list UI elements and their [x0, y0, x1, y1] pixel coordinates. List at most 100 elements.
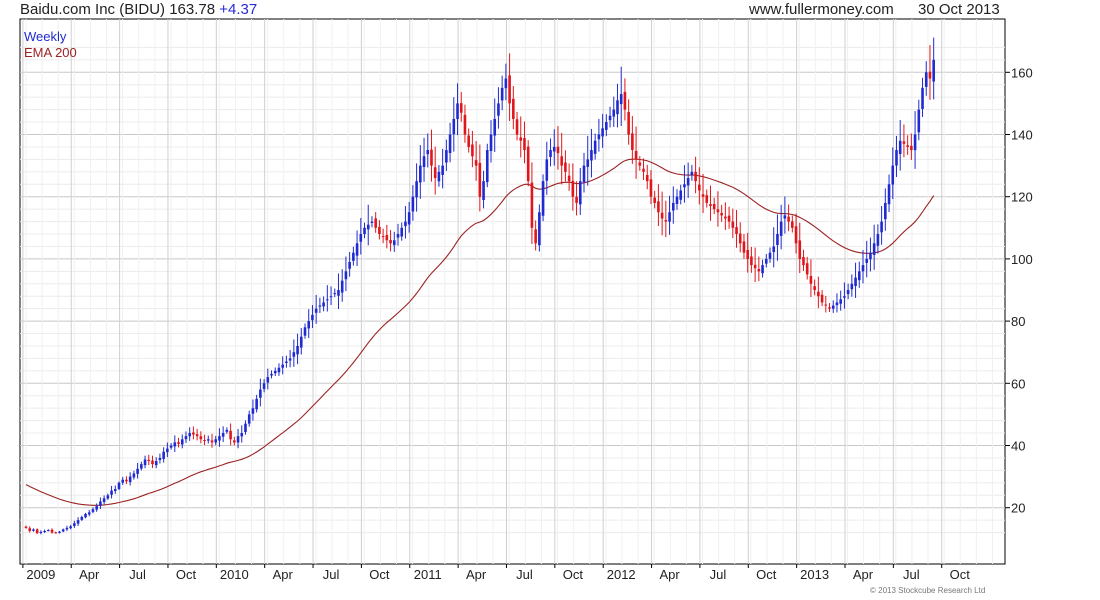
candle: [742, 234, 746, 259]
candle: [843, 282, 846, 309]
candle: [195, 428, 199, 441]
candle: [835, 293, 839, 313]
candle-body: [288, 358, 292, 361]
candle-body: [590, 150, 593, 161]
candle-body: [333, 293, 337, 295]
candle: [359, 218, 363, 255]
candle-body: [657, 201, 660, 213]
candle: [467, 128, 470, 153]
candle-body: [136, 468, 139, 474]
candle-body: [154, 461, 158, 466]
candle: [526, 140, 530, 187]
candle: [426, 133, 430, 168]
candle-body: [392, 240, 396, 246]
candle: [478, 144, 482, 212]
candle-body: [478, 162, 482, 197]
y-axis-labels: 20 40 60 80 100 120 140 160: [1005, 65, 1033, 516]
candle: [701, 173, 705, 213]
candle-body: [805, 263, 809, 275]
candle-body: [69, 526, 72, 529]
candle-body: [712, 203, 716, 210]
candle: [396, 223, 400, 246]
candle-body: [891, 165, 895, 185]
candle-body: [35, 529, 39, 534]
candle: [39, 530, 43, 535]
candle-body: [374, 218, 377, 228]
candle-body: [311, 314, 314, 321]
candle-body: [203, 440, 206, 442]
candle: [240, 425, 244, 443]
candle-body: [735, 227, 738, 235]
candle: [534, 220, 537, 251]
candle-body: [322, 302, 325, 307]
candle: [541, 174, 545, 222]
candle-body: [303, 327, 307, 336]
candle: [303, 323, 307, 339]
candle-body: [705, 195, 709, 203]
candle: [761, 259, 764, 278]
candle: [660, 191, 664, 236]
x-tick-label: Oct: [176, 567, 197, 582]
candle: [500, 75, 504, 111]
candle: [619, 66, 623, 126]
candle: [463, 104, 467, 143]
candle: [210, 433, 214, 448]
candle: [392, 231, 396, 252]
candle: [887, 174, 891, 213]
candle-body: [277, 367, 281, 373]
x-tick-label: 2009: [26, 567, 55, 582]
candle-body: [634, 150, 638, 160]
candle-body: [340, 280, 344, 293]
candle-body: [326, 299, 329, 301]
candle: [586, 135, 590, 186]
candle-body: [586, 159, 590, 167]
candle: [188, 427, 191, 441]
candle-body: [456, 103, 459, 120]
candle-body: [285, 361, 288, 364]
candle-body: [125, 479, 128, 482]
candle-body: [210, 440, 214, 443]
candle: [556, 126, 560, 170]
candle-body: [359, 234, 363, 242]
candle-body: [861, 265, 865, 272]
candle-body: [73, 523, 76, 526]
candle-body: [813, 286, 816, 290]
candle: [73, 520, 76, 528]
candle: [184, 431, 188, 443]
candle: [668, 195, 671, 235]
candle: [132, 470, 136, 480]
candle-body: [445, 150, 448, 163]
candle-body: [660, 212, 664, 219]
candle: [794, 213, 798, 254]
candle-body: [180, 439, 184, 445]
candle: [50, 528, 54, 534]
candle: [445, 139, 448, 171]
candle-body: [746, 249, 749, 259]
candle-body: [913, 134, 917, 151]
candle: [515, 111, 519, 141]
candle: [121, 476, 125, 485]
candle-body: [244, 423, 247, 433]
candle-body: [214, 439, 218, 443]
candle-body: [601, 128, 604, 137]
candle-body: [843, 296, 846, 298]
y-tick-label: 100: [1011, 252, 1033, 267]
candle: [266, 368, 270, 390]
candle-body: [828, 307, 831, 309]
source-site: www.fullermoney.com: [749, 1, 894, 18]
candle-body: [642, 168, 645, 172]
candle-body: [385, 235, 389, 241]
candle: [746, 232, 749, 273]
candle: [180, 434, 184, 449]
candle: [206, 435, 210, 444]
ticker-label: Baidu.com Inc (BIDU) 163.78: [20, 1, 216, 18]
candle: [590, 128, 593, 178]
candle-body: [199, 436, 203, 440]
candle-body: [270, 373, 273, 376]
candle: [705, 189, 709, 208]
candle: [924, 61, 928, 96]
candle: [340, 269, 344, 302]
candle: [824, 295, 828, 313]
candle-body: [619, 94, 623, 105]
candle: [58, 530, 61, 534]
